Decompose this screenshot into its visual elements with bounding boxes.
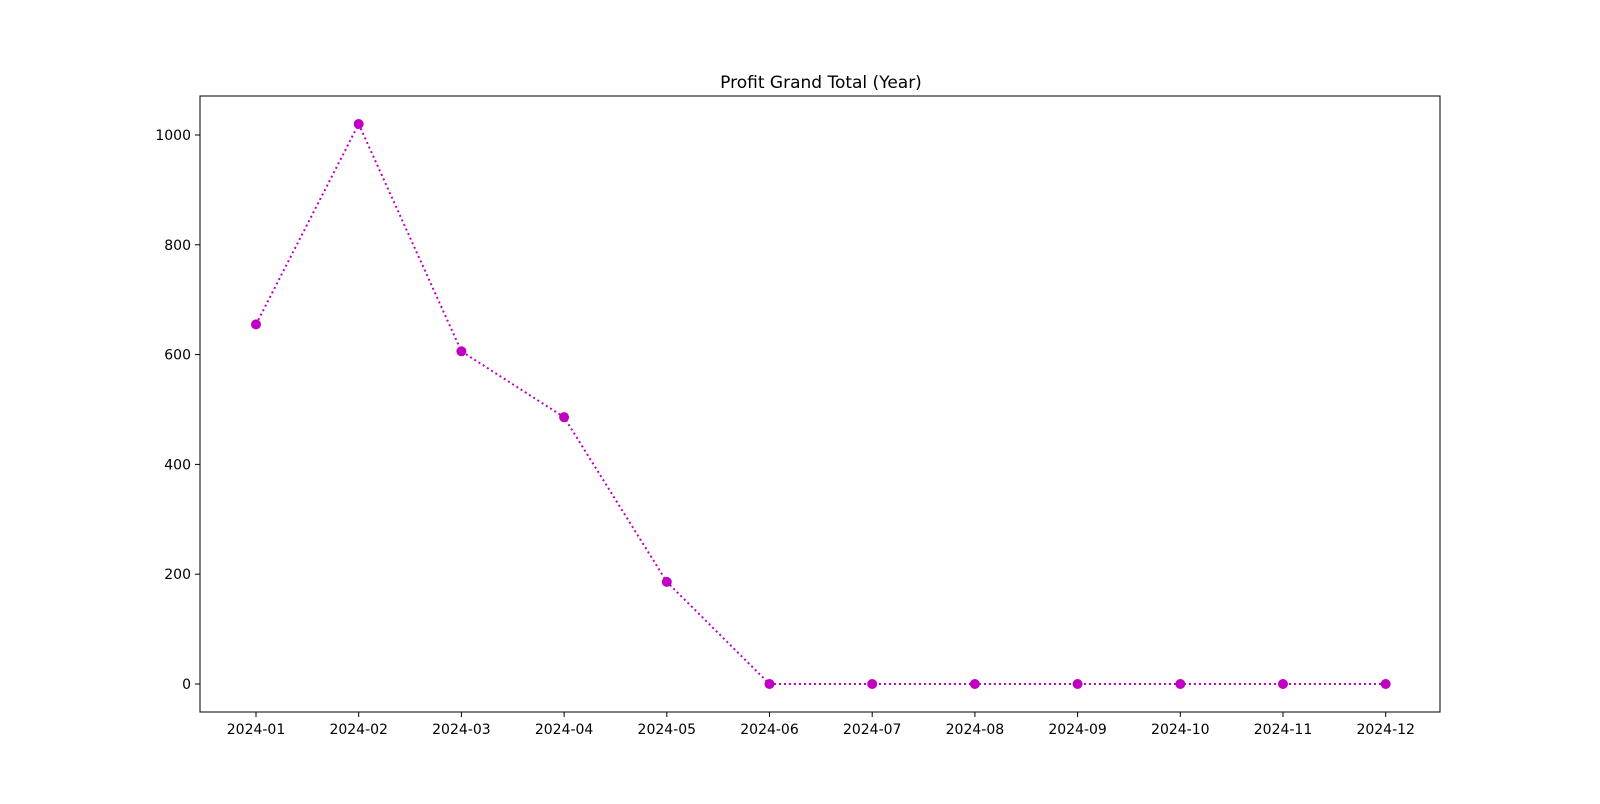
x-tick-label: 2024-09 [1048, 722, 1107, 738]
data-point-2024-01 [251, 319, 261, 330]
x-tick-label: 2024-04 [535, 722, 594, 738]
x-tick-label: 2024-05 [638, 722, 697, 738]
x-tick-label: 2024-06 [740, 722, 799, 738]
y-tick-label: 600 [164, 348, 191, 364]
x-tick-label: 2024-10 [1151, 722, 1210, 738]
data-point-2024-05 [661, 576, 672, 587]
y-tick-label: 800 [164, 238, 191, 254]
series-layer [251, 119, 1391, 689]
x-axis: 2024-01 2024-02 2024-03 2024-04 2024-05 2024-… [227, 712, 1415, 738]
data-point-2024-03 [456, 346, 467, 357]
data-point-2024-09 [1072, 679, 1083, 689]
data-point-2024-11 [1278, 679, 1288, 689]
x-tick-label: 2024-07 [843, 722, 902, 738]
data-point-2024-04 [559, 412, 570, 423]
series-line [255, 121, 1386, 685]
data-point-2024-02 [353, 119, 364, 129]
x-tick-label: 2024-03 [432, 722, 491, 738]
x-tick-label: 2024-12 [1356, 722, 1415, 738]
y-tick-label: 400 [164, 457, 191, 473]
plot-area-frame [199, 95, 1441, 713]
x-tick-label: 2024-01 [227, 722, 286, 738]
y-tick-label: 200 [164, 567, 191, 583]
y-tick-label: 1000 [155, 128, 191, 144]
x-tick-label: 2024-11 [1254, 722, 1313, 738]
data-point-2024-07 [867, 679, 878, 689]
chart-title: Profit Grand Total (Year) [720, 73, 922, 93]
data-point-2024-12 [1380, 679, 1391, 689]
x-tick-label: 2024-02 [329, 722, 388, 738]
data-point-2024-08 [969, 679, 980, 689]
data-point-2024-10 [1175, 679, 1186, 689]
x-tick-label: 2024-08 [946, 722, 1005, 738]
y-axis: 0 200 400 600 800 1000 [155, 128, 200, 693]
data-point-2024-06 [764, 679, 775, 689]
y-tick-label: 0 [182, 677, 191, 693]
